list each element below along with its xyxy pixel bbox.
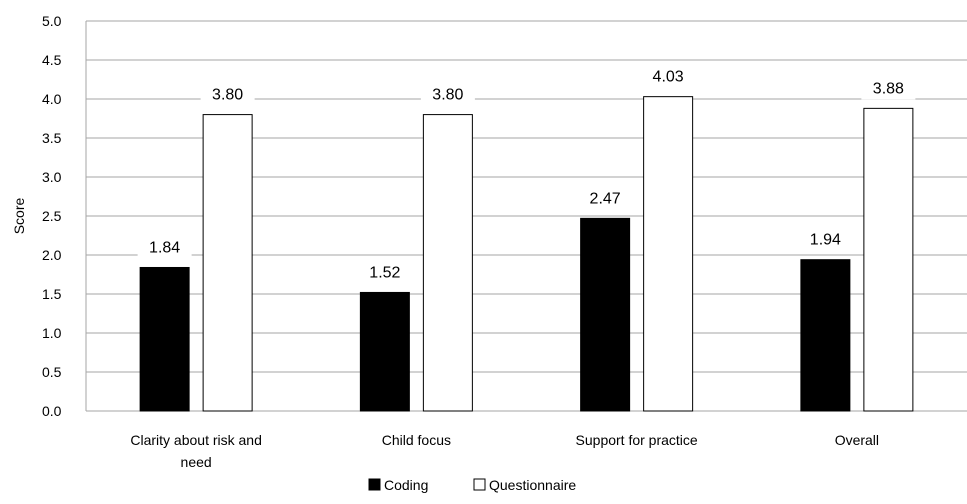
legend-label-coding: Coding (384, 477, 428, 493)
bar-coding (140, 267, 189, 411)
data-label: 3.80 (432, 87, 463, 104)
y-tick-label: 2.5 (42, 208, 62, 224)
x-category-label: Clarity about risk and need (130, 432, 262, 470)
y-tick-label: 5.0 (42, 13, 62, 29)
data-label: 3.88 (873, 80, 904, 97)
bar-questionnaire (644, 97, 693, 411)
bar-coding (801, 260, 850, 411)
y-tick-label: 1.5 (42, 286, 62, 302)
x-category-label: Support for practice (576, 432, 698, 448)
y-tick-label: 3.0 (42, 169, 62, 185)
y-tick-label: 0.5 (42, 364, 62, 380)
data-label: 1.52 (369, 264, 400, 281)
x-category-label-line: need (181, 454, 212, 470)
bar-questionnaire (203, 115, 252, 411)
y-tick-label: 0.0 (42, 403, 62, 419)
y-tick-label: 3.5 (42, 130, 62, 146)
legend-label-questionnaire: Questionnaire (489, 477, 576, 493)
x-category-label-line: Overall (835, 432, 879, 448)
y-tick-label: 1.0 (42, 325, 62, 341)
bar-coding (581, 218, 630, 411)
y-tick-label: 2.0 (42, 247, 62, 263)
legend-swatch-questionnaire (474, 479, 485, 490)
bar-coding (360, 292, 409, 411)
bar-questionnaire (864, 108, 913, 411)
y-tick-label: 4.5 (42, 52, 62, 68)
data-label: 3.80 (212, 87, 243, 104)
legend-swatch-coding (369, 479, 380, 490)
data-label: 4.03 (653, 69, 684, 86)
data-label: 1.84 (149, 239, 180, 256)
x-category-label: Child focus (382, 432, 451, 448)
y-axis-title: Score (11, 198, 27, 235)
x-category-label-line: Child focus (382, 432, 451, 448)
bar-questionnaire (423, 115, 472, 411)
x-category-label-line: Support for practice (576, 432, 698, 448)
data-label: 1.94 (810, 232, 841, 249)
x-category-label-line: Clarity about risk and (130, 432, 262, 448)
x-category-label: Overall (835, 432, 879, 448)
data-label: 2.47 (590, 190, 621, 207)
y-tick-label: 4.0 (42, 91, 62, 107)
